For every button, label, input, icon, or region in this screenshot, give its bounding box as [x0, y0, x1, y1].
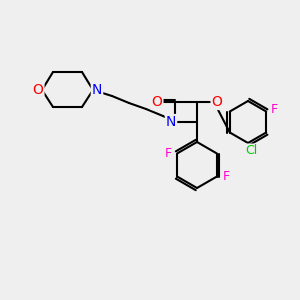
Text: O: O: [152, 95, 162, 109]
Text: O: O: [212, 95, 222, 109]
Text: F: F: [164, 147, 172, 160]
Text: N: N: [166, 115, 176, 129]
Text: F: F: [271, 103, 278, 116]
Text: F: F: [222, 170, 230, 183]
Text: N: N: [92, 83, 102, 97]
Text: O: O: [33, 83, 44, 97]
Text: Cl: Cl: [245, 145, 257, 158]
